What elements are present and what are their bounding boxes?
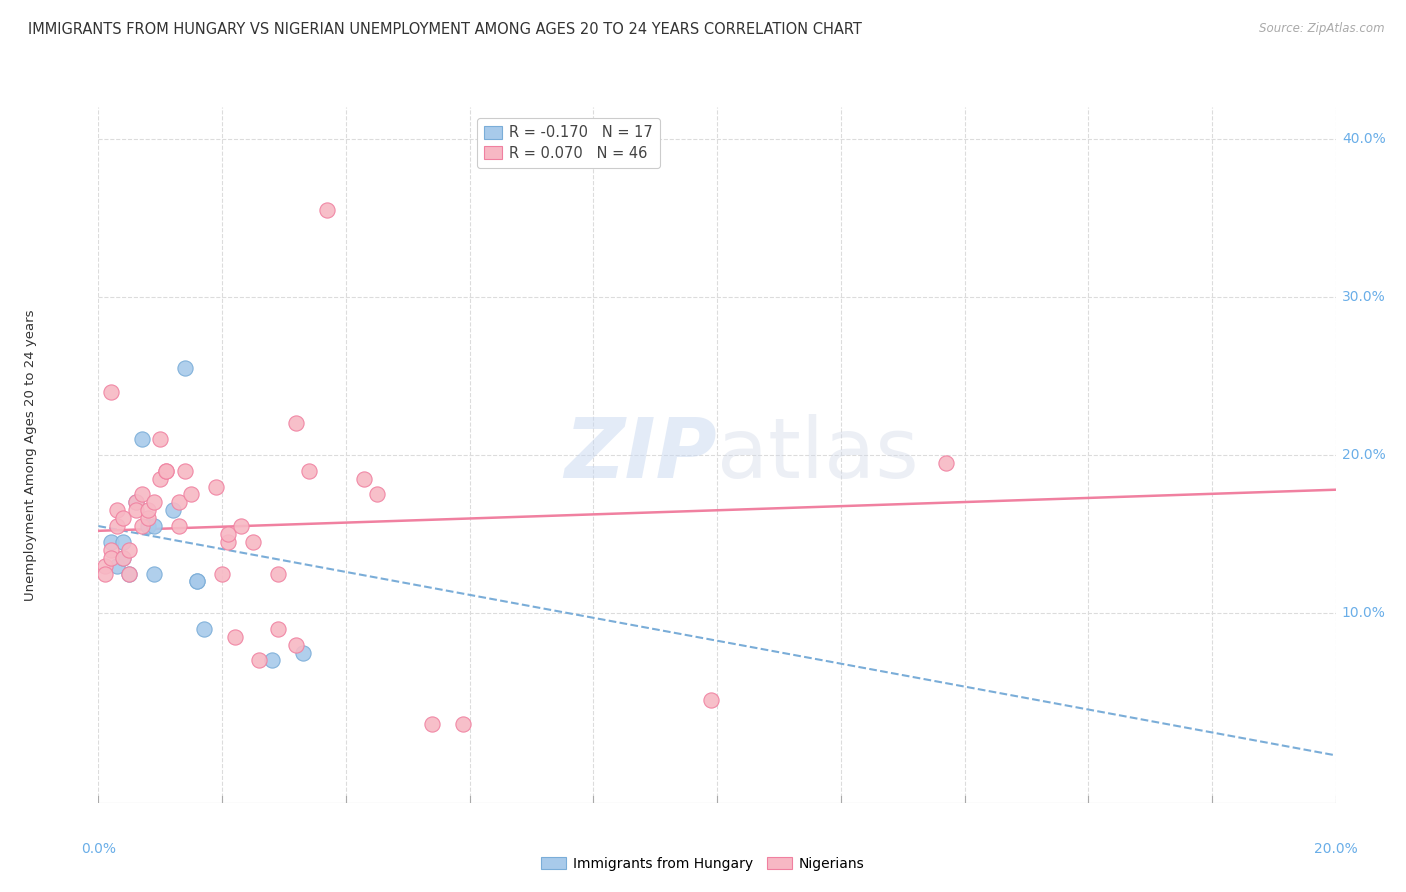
Point bbox=[131, 432, 153, 446]
Point bbox=[149, 432, 172, 446]
Point bbox=[105, 519, 128, 533]
Point bbox=[205, 479, 228, 493]
Point bbox=[353, 472, 375, 486]
Point bbox=[93, 558, 115, 573]
Point bbox=[100, 550, 122, 565]
Point bbox=[217, 527, 239, 541]
Point bbox=[124, 495, 146, 509]
Point bbox=[366, 487, 388, 501]
Point bbox=[291, 646, 314, 660]
Point bbox=[100, 534, 122, 549]
Point bbox=[143, 566, 166, 581]
Point bbox=[105, 503, 128, 517]
Text: atlas: atlas bbox=[717, 415, 918, 495]
Point bbox=[700, 693, 723, 707]
Point bbox=[100, 542, 122, 557]
Point bbox=[453, 716, 475, 731]
Point bbox=[136, 503, 159, 517]
Point bbox=[260, 653, 283, 667]
Point bbox=[186, 574, 208, 589]
Legend: R = -0.170   N = 17, R = 0.070   N = 46: R = -0.170 N = 17, R = 0.070 N = 46 bbox=[477, 118, 661, 169]
Point bbox=[143, 519, 166, 533]
Text: 10.0%: 10.0% bbox=[1341, 606, 1386, 620]
Point bbox=[93, 566, 115, 581]
Point bbox=[112, 550, 135, 565]
Point bbox=[224, 630, 246, 644]
Point bbox=[267, 622, 290, 636]
Point bbox=[112, 511, 135, 525]
Point bbox=[316, 202, 339, 217]
Point bbox=[143, 495, 166, 509]
Point bbox=[242, 534, 264, 549]
Point bbox=[217, 534, 239, 549]
Point bbox=[211, 566, 233, 581]
Point bbox=[112, 534, 135, 549]
Text: 20.0%: 20.0% bbox=[1313, 842, 1358, 856]
Point bbox=[118, 566, 141, 581]
Point bbox=[131, 487, 153, 501]
Point bbox=[155, 464, 177, 478]
Point bbox=[124, 503, 146, 517]
Point bbox=[285, 638, 308, 652]
Point bbox=[267, 566, 290, 581]
Point bbox=[298, 464, 321, 478]
Point bbox=[136, 519, 159, 533]
Point bbox=[174, 360, 197, 375]
Point bbox=[118, 566, 141, 581]
Point bbox=[149, 472, 172, 486]
Text: 0.0%: 0.0% bbox=[82, 842, 115, 856]
Point bbox=[131, 519, 153, 533]
Point bbox=[112, 550, 135, 565]
Text: ZIP: ZIP bbox=[564, 415, 717, 495]
Text: 30.0%: 30.0% bbox=[1341, 290, 1386, 304]
Point bbox=[167, 519, 190, 533]
Point bbox=[162, 503, 184, 517]
Point bbox=[422, 716, 444, 731]
Point bbox=[118, 542, 141, 557]
Text: 40.0%: 40.0% bbox=[1341, 132, 1386, 145]
Point bbox=[136, 511, 159, 525]
Point bbox=[285, 417, 308, 431]
Point bbox=[100, 384, 122, 399]
Text: 20.0%: 20.0% bbox=[1341, 448, 1386, 462]
Point bbox=[180, 487, 202, 501]
Point bbox=[155, 464, 177, 478]
Text: Unemployment Among Ages 20 to 24 years: Unemployment Among Ages 20 to 24 years bbox=[24, 310, 37, 600]
Text: Source: ZipAtlas.com: Source: ZipAtlas.com bbox=[1260, 22, 1385, 36]
Point bbox=[193, 622, 215, 636]
Point bbox=[124, 495, 146, 509]
Point bbox=[247, 653, 270, 667]
Point bbox=[229, 519, 252, 533]
Point bbox=[105, 558, 128, 573]
Legend: Immigrants from Hungary, Nigerians: Immigrants from Hungary, Nigerians bbox=[536, 851, 870, 876]
Text: IMMIGRANTS FROM HUNGARY VS NIGERIAN UNEMPLOYMENT AMONG AGES 20 TO 24 YEARS CORRE: IMMIGRANTS FROM HUNGARY VS NIGERIAN UNEM… bbox=[28, 22, 862, 37]
Point bbox=[186, 574, 208, 589]
Point bbox=[935, 456, 957, 470]
Point bbox=[167, 495, 190, 509]
Point bbox=[174, 464, 197, 478]
